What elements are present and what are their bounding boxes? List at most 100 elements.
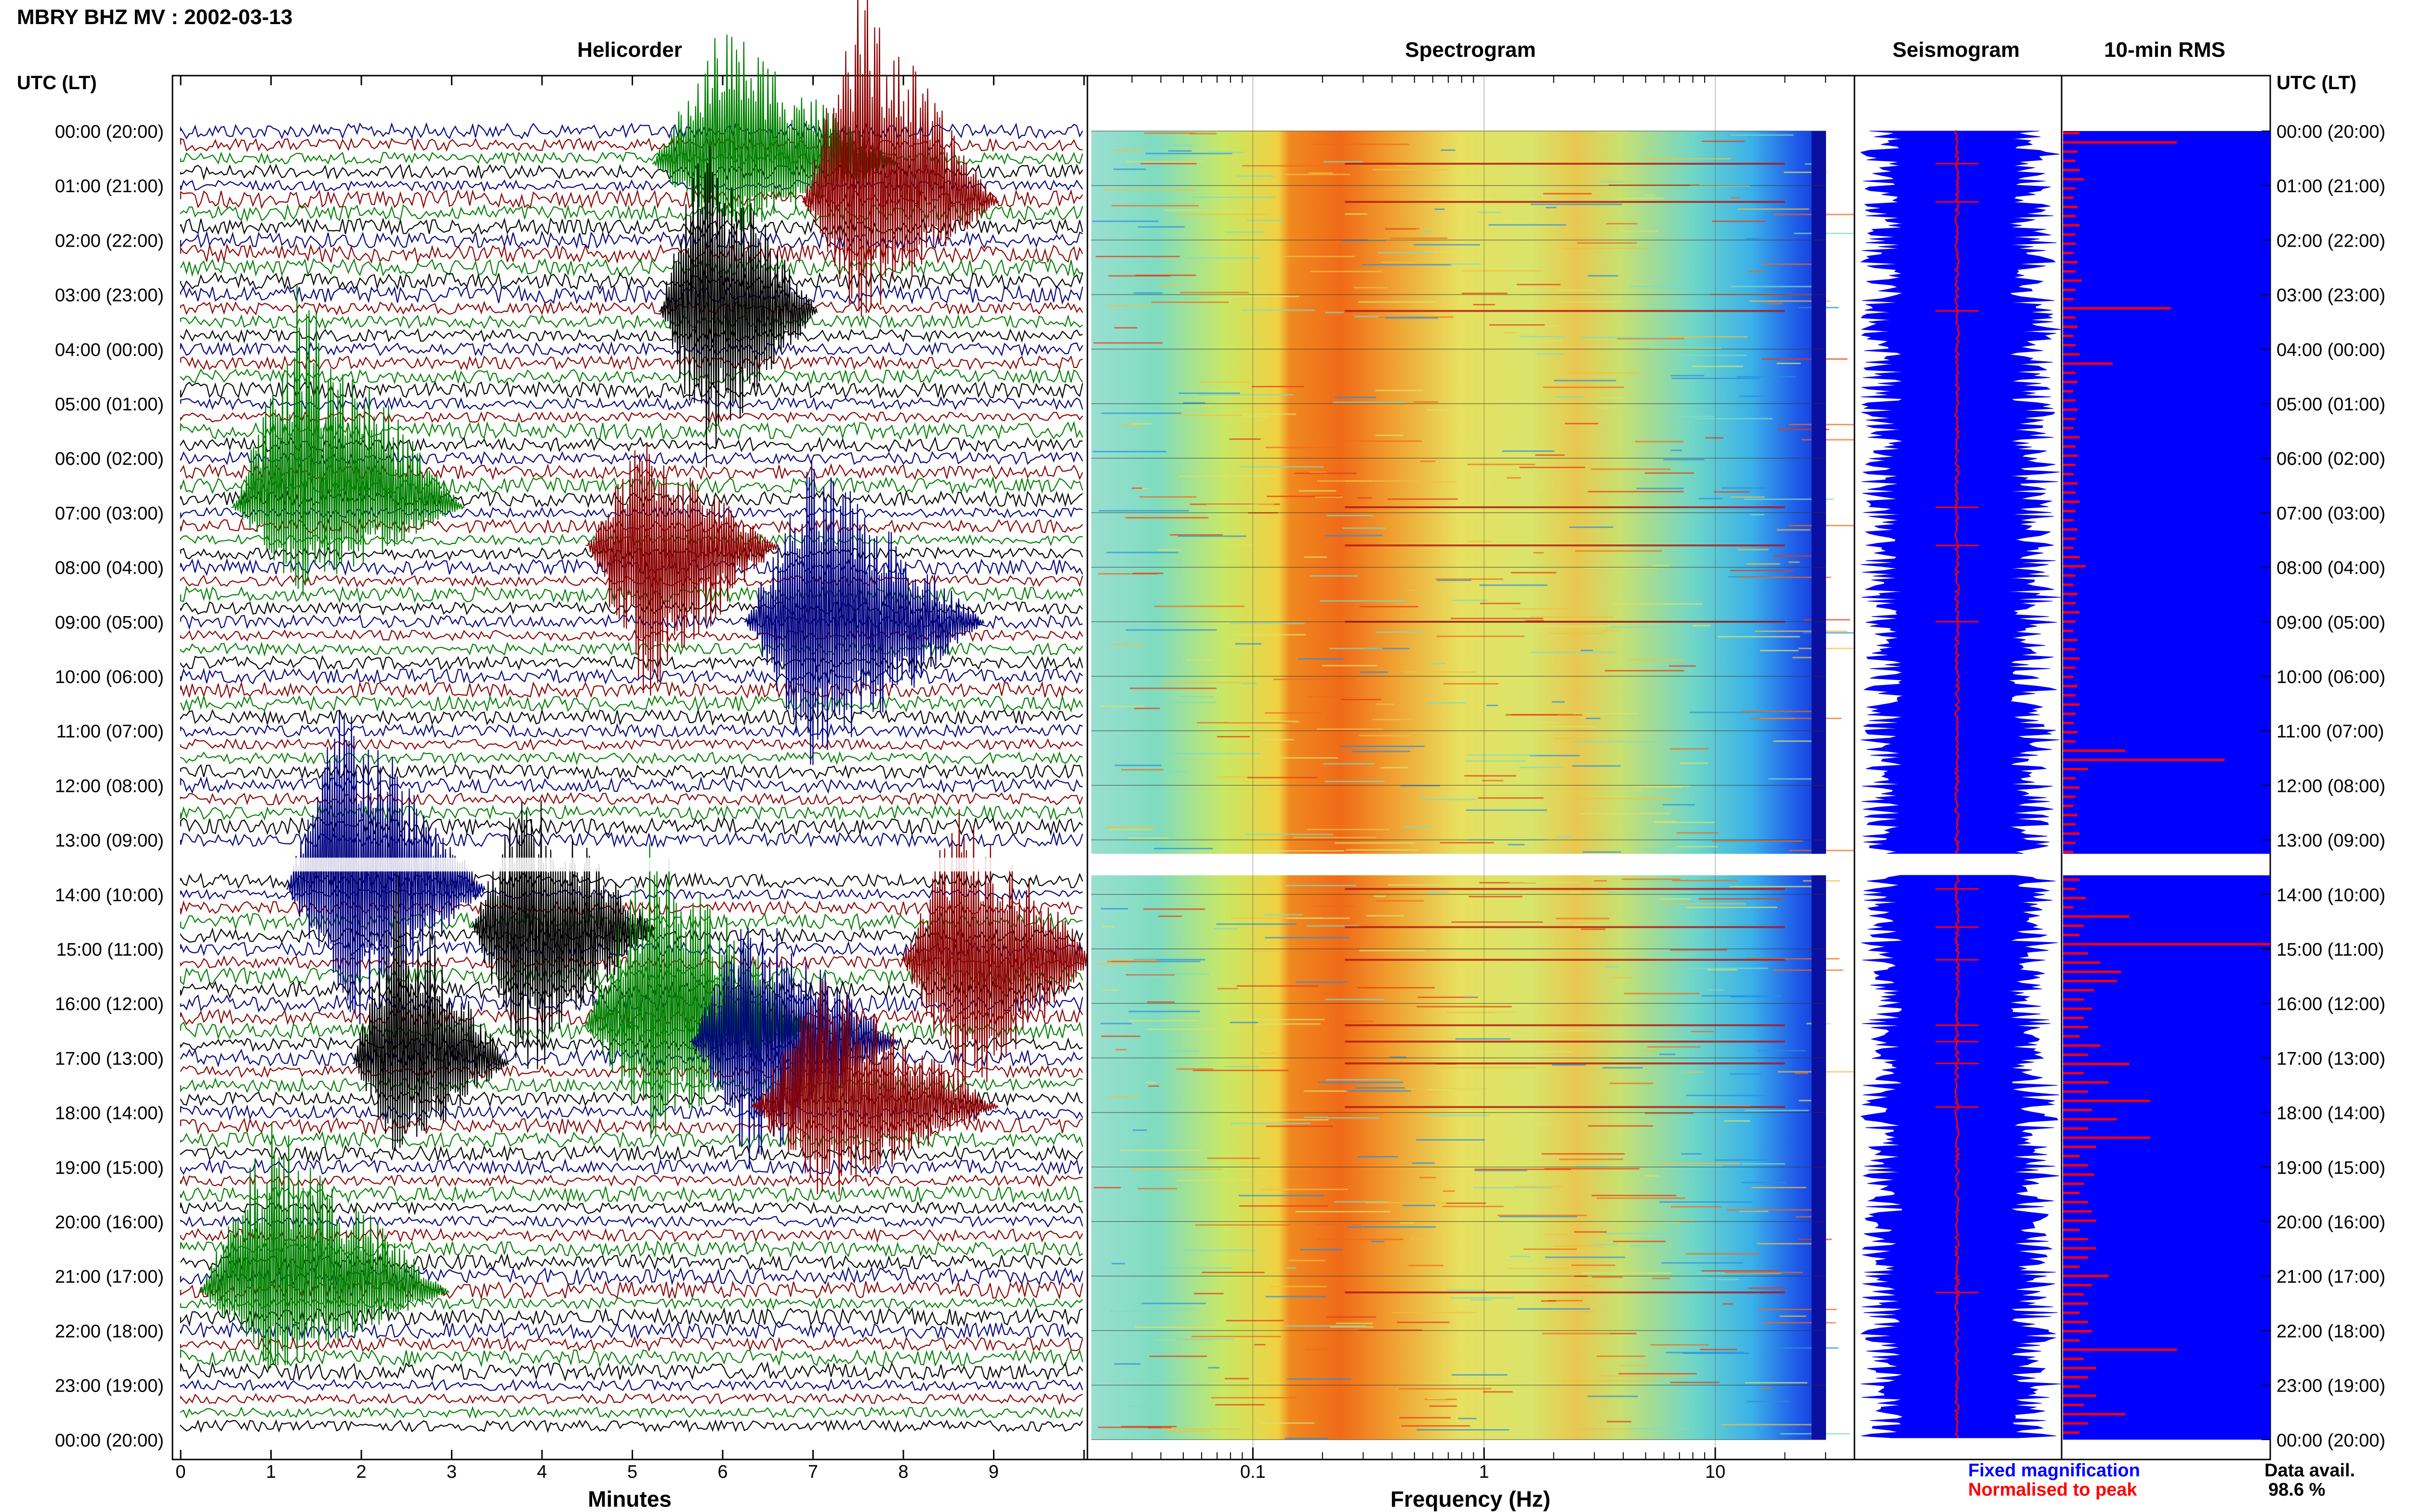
spectrogram-texture: [1125, 629, 1217, 631]
spectrogram-texture: [1242, 165, 1321, 167]
spectrogram-texture: [1110, 1310, 1183, 1312]
spectrogram-texture: [1659, 1201, 1752, 1203]
spectrogram-texture: [1265, 1296, 1326, 1298]
spectrogram-event-line: [1345, 926, 1785, 928]
spectrogram-texture: [1451, 921, 1543, 923]
spectrogram-texture: [1445, 1289, 1485, 1291]
helicorder-trace: [180, 1048, 1083, 1068]
spectrogram-texture: [1324, 780, 1385, 782]
spectrogram-texture: [1132, 1129, 1147, 1131]
spectrogram-texture: [1253, 950, 1280, 952]
spectrogram-texture: [1669, 748, 1709, 750]
rms-bar: [2063, 611, 2080, 614]
spectrogram-texture: [1151, 301, 1229, 303]
spectrogram-texture: [1294, 473, 1357, 474]
spectrogram-texture: [1556, 836, 1572, 838]
spectrogram-texture: [1416, 1006, 1512, 1008]
spectrogram-texture: [1265, 712, 1322, 714]
spectrogram-texture: [1315, 496, 1343, 498]
spectrogram-texture: [1192, 1069, 1289, 1071]
spectrogram-texture: [1731, 286, 1821, 288]
spectrogram-texture: [1483, 1391, 1513, 1393]
spectrogram-texture: [1286, 1267, 1297, 1269]
helicorder-trace: [180, 708, 1083, 726]
spectrogram-texture: [1751, 1186, 1807, 1188]
spectrogram-texture: [1317, 1238, 1403, 1240]
spectrogram-texture: [1679, 762, 1708, 764]
spectrogram-texture: [1284, 1437, 1329, 1439]
helicorder-trace: [180, 271, 1084, 290]
spectrogram-texture: [1288, 1260, 1325, 1262]
spectrogram-texture: [1659, 1163, 1741, 1165]
spectrogram-texture: [1586, 718, 1601, 720]
time-label-right: 01:00 (21:00): [2277, 176, 2385, 197]
spectrogram-texture: [1647, 1046, 1701, 1048]
spectrogram-texture: [1605, 966, 1619, 968]
spectrogram-event-line: [1345, 1024, 1785, 1026]
spectrogram-texture: [1378, 316, 1454, 318]
spectrogram-texture: [1419, 1177, 1436, 1179]
spectrogram-texture: [1468, 540, 1493, 542]
spectrogram-texture: [1766, 302, 1783, 304]
spectrogram-texture: [1319, 600, 1405, 602]
spectrogram-texture: [1531, 651, 1616, 653]
time-labels-right: 00:00 (20:00) 01:00 (21:00) 02:00 (22:00) 0…: [2277, 122, 2385, 1451]
spectrogram-texture: [1607, 891, 1694, 893]
spectrogram-texture: [1458, 1418, 1477, 1420]
spectrogram-texture: [1357, 497, 1372, 499]
time-label-right: 03:00 (23:00): [2277, 286, 2385, 306]
spectrogram-texture: [1134, 708, 1160, 710]
spectrogram-texture: [1435, 1400, 1449, 1402]
spectrogram-texture: [1545, 1256, 1625, 1258]
rms-bar: [2063, 1413, 2125, 1416]
rms-bar: [2063, 694, 2076, 697]
spectrogram-texture: [1226, 1320, 1284, 1322]
spectrogram-texture: [1573, 712, 1639, 714]
spectrogram-x-tick-label: 1: [1479, 1462, 1489, 1482]
spectrogram-texture: [1530, 203, 1622, 205]
spectrogram-texture: [1094, 1187, 1121, 1189]
spectrogram-texture: [1170, 771, 1186, 773]
seismogram-normalised-trace: [1954, 130, 1960, 1438]
spectrogram-texture: [1389, 1056, 1406, 1058]
spectrogram-texture: [1629, 1428, 1689, 1430]
spectrogram-texture: [1646, 953, 1694, 955]
spectrogram-texture: [1416, 1139, 1485, 1141]
spectrogram-texture: [1588, 1125, 1653, 1127]
rms-bar: [2063, 482, 2078, 485]
seismogram-panel: [1853, 75, 2063, 1460]
spectrogram-texture: [1474, 1170, 1527, 1171]
spectrogram-texture: [1208, 1367, 1220, 1369]
spectrogram-texture: [1551, 1064, 1586, 1066]
spectrogram-texture: [1103, 189, 1195, 191]
spectrogram-texture: [1599, 397, 1626, 399]
helicorder-trace: [180, 723, 1083, 739]
rms-bar: [2063, 630, 2074, 632]
spectrogram-texture: [1403, 1205, 1435, 1207]
spectrogram-texture: [1644, 195, 1655, 197]
rms-bar: [2063, 473, 2074, 475]
spectrogram-texture: [1437, 635, 1525, 637]
rms-bar: [2063, 1127, 2088, 1130]
rms-bar: [2063, 1109, 2092, 1112]
spectrogram-texture: [1729, 886, 1813, 888]
spectrogram-texture: [1230, 622, 1305, 624]
helicorder-x-ticks: 0 1 2 3 4 5 6 7 8 9: [175, 76, 1085, 1482]
spectrogram-texture: [1170, 1308, 1197, 1310]
time-label-right: 04:00 (00:00): [2277, 340, 2385, 360]
time-label-right: 14:00 (10:00): [2277, 885, 2385, 906]
spectrogram-texture: [1202, 240, 1276, 242]
spectrogram-texture: [1449, 1353, 1537, 1355]
spectrogram-texture: [1609, 1082, 1654, 1084]
spectrogram-texture: [1762, 1322, 1836, 1324]
rms-panel: [2061, 75, 2271, 1460]
time-label-left: 08:00 (04:00): [55, 558, 164, 579]
spectrogram-texture: [1525, 131, 1546, 133]
rms-bar: [2063, 1072, 2084, 1075]
time-label-left: 00:00 (20:00): [55, 1431, 164, 1451]
spectrogram-texture: [1359, 1329, 1422, 1331]
spectrogram-texture: [1544, 1168, 1640, 1170]
spectrogram-texture: [1133, 292, 1163, 294]
rms-bar: [2063, 215, 2076, 218]
spectrogram-texture: [1239, 1195, 1324, 1196]
